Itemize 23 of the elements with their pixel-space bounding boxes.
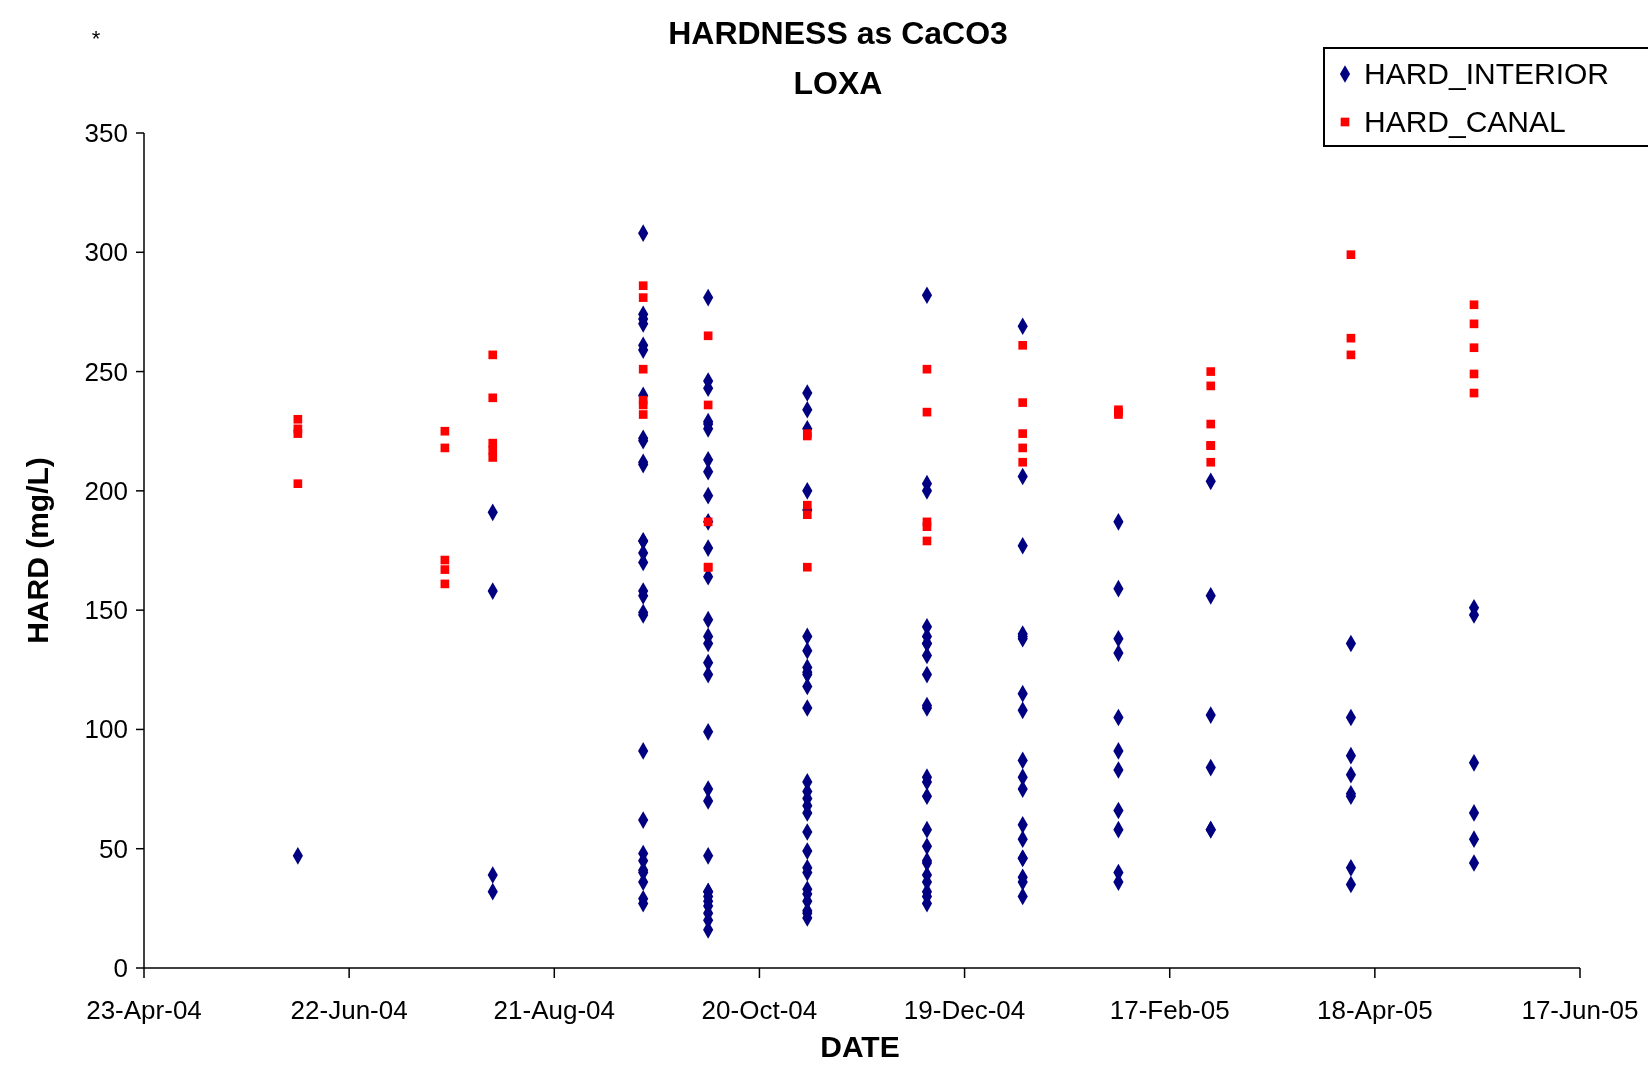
x-tick-label: 22-Jun-04 (290, 995, 408, 1025)
text: * (91, 26, 101, 51)
y-tick-label: 350 (84, 118, 128, 148)
x-tick-label: 17-Jun-05 (1521, 995, 1639, 1025)
y-tick-label: 100 (84, 714, 128, 745)
x-tick-label: 21-Aug-04 (493, 995, 615, 1025)
y-tick-label: 0 (113, 953, 128, 983)
legend-label: HARD_INTERIOR (1364, 57, 1610, 90)
x-tick-label: 23-Apr-04 (86, 995, 202, 1025)
y-axis-title: HARD (mg/L) (21, 457, 54, 644)
x-tick-label: 18-Apr-05 (1317, 995, 1433, 1025)
x-tick-label: 17-Feb-05 (1109, 995, 1230, 1025)
x-axis-title: DATE (820, 1030, 900, 1063)
x-tick-label: 20-Oct-04 (701, 995, 818, 1025)
y-tick-label: 150 (84, 595, 128, 626)
x-tick-label: 19-Dec-04 (903, 995, 1026, 1025)
y-tick-label: 200 (84, 475, 128, 506)
y-tick-label: 300 (84, 237, 128, 268)
y-tick-label: 50 (99, 833, 128, 864)
chart-title: HARDNESS as CaCO3 (668, 15, 1008, 51)
chart-subtitle: LOXA (793, 65, 883, 101)
y-tick-label: 250 (84, 356, 128, 387)
legend-label: HARD_CANAL (1364, 105, 1566, 138)
